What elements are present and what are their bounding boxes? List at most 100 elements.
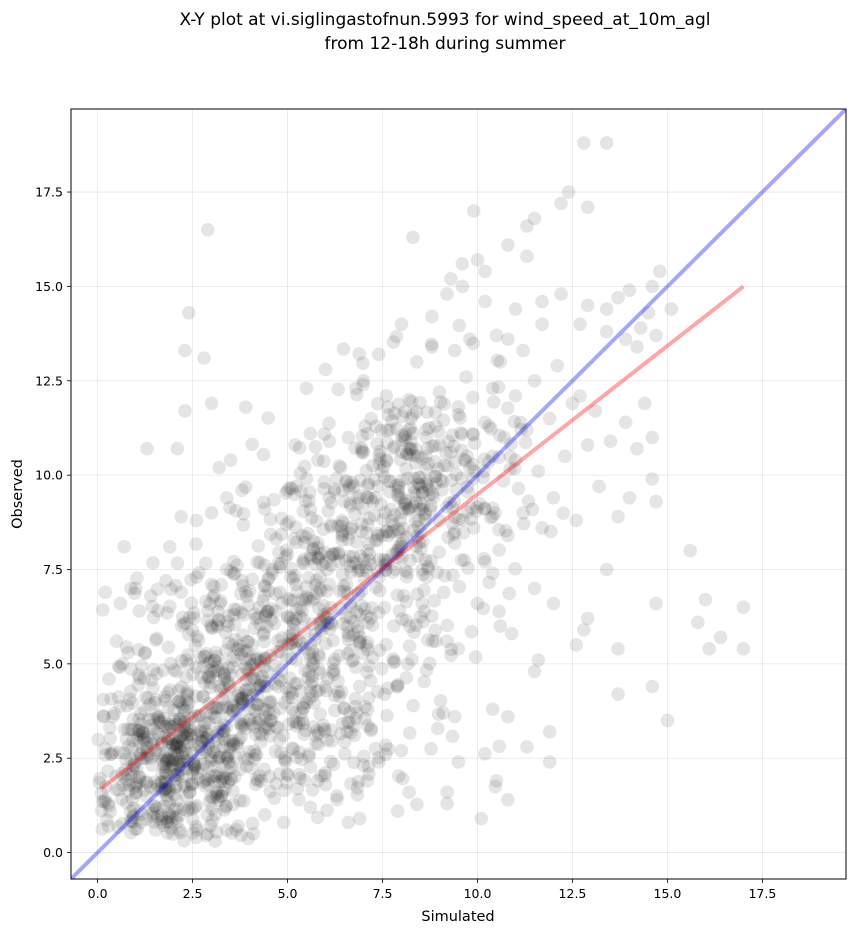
data-point (133, 804, 147, 818)
data-point (698, 592, 713, 607)
data-point (176, 802, 191, 816)
data-point (403, 421, 418, 435)
data-point (242, 584, 257, 598)
data-point (263, 512, 278, 527)
data-point (161, 732, 175, 746)
data-point (105, 709, 120, 724)
data-point (208, 645, 223, 660)
data-point (331, 674, 345, 688)
data-point (242, 712, 257, 727)
data-point (289, 634, 303, 648)
data-point (219, 688, 233, 702)
data-point (206, 590, 220, 605)
data-point (359, 609, 374, 623)
data-point (240, 752, 255, 766)
data-point (425, 486, 440, 501)
data-point (455, 256, 470, 271)
data-point (105, 745, 120, 759)
data-point (206, 665, 220, 680)
data-point (280, 767, 295, 781)
data-point (351, 563, 365, 578)
data-point (502, 586, 517, 601)
data-point (520, 740, 534, 754)
data-point (391, 677, 405, 692)
data-point (372, 643, 387, 658)
data-point (525, 502, 540, 517)
data-point (360, 635, 375, 650)
data-point (451, 407, 466, 422)
data-point (467, 464, 482, 478)
data-point (201, 671, 216, 685)
data-point (412, 536, 427, 550)
data-point (433, 473, 448, 487)
data-point (336, 701, 351, 715)
data-point (368, 741, 383, 756)
data-point (390, 679, 404, 693)
data-point (157, 719, 171, 734)
data-point (611, 290, 625, 305)
data-point (242, 744, 257, 759)
data-point (217, 667, 232, 682)
data-point (182, 800, 197, 815)
data-point (253, 726, 267, 741)
data-point (287, 487, 302, 502)
data-point (273, 585, 287, 600)
data-point (103, 731, 117, 746)
data-point (355, 429, 370, 443)
data-point (251, 773, 265, 788)
data-point (508, 453, 523, 467)
data-point (440, 634, 454, 649)
data-point (303, 684, 318, 699)
data-point (402, 726, 417, 740)
data-point (180, 789, 194, 804)
data-point (321, 616, 336, 630)
data-point (181, 648, 195, 662)
data-point (415, 596, 429, 611)
data-point (237, 750, 252, 765)
data-point (335, 524, 350, 539)
data-point (380, 423, 395, 438)
data-point (259, 607, 273, 622)
data-point (298, 592, 313, 607)
data-point (368, 490, 383, 505)
data-point (97, 794, 112, 809)
data-point (203, 818, 218, 833)
data-point (378, 554, 393, 568)
data-point (166, 738, 180, 752)
data-point (210, 753, 224, 768)
data-point (194, 742, 209, 757)
data-point (245, 437, 259, 452)
data-point (418, 508, 432, 522)
data-point (535, 521, 549, 535)
data-point (256, 627, 271, 642)
data-point (144, 736, 159, 751)
data-point (221, 677, 236, 692)
data-point (259, 651, 273, 666)
data-point (280, 547, 295, 562)
data-point (455, 427, 469, 442)
data-point (653, 264, 667, 279)
data-point (288, 705, 302, 720)
data-point (350, 604, 364, 619)
data-point (220, 614, 235, 629)
data-point (169, 780, 183, 795)
data-point (244, 761, 259, 775)
data-point (239, 683, 253, 698)
data-point (337, 701, 352, 716)
data-point (179, 730, 194, 744)
data-point (403, 619, 417, 634)
data-point (187, 800, 202, 815)
data-point (374, 497, 388, 512)
data-point (331, 554, 346, 569)
data-point (155, 775, 170, 789)
data-point (170, 767, 185, 782)
data-point (160, 606, 175, 620)
data-point (209, 617, 224, 632)
data-point (359, 639, 374, 653)
data-point (457, 553, 472, 568)
data-point (460, 449, 474, 463)
data-point (174, 696, 188, 711)
data-point (149, 708, 164, 722)
data-point (175, 610, 190, 625)
